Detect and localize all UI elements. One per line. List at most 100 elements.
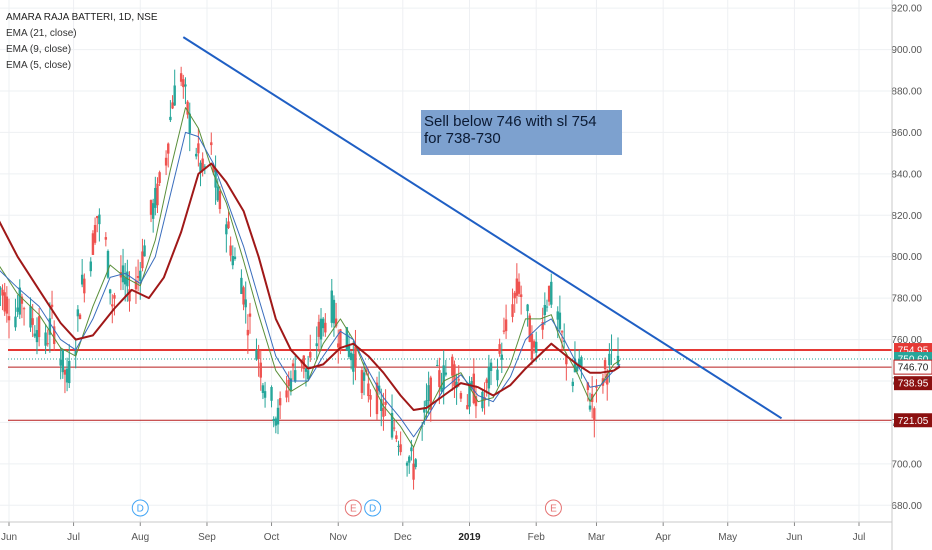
candle-body [65,368,69,383]
candle-body [345,327,349,351]
candle-body [197,143,200,154]
candle-body [436,364,439,366]
candle-body [169,116,172,121]
candle-body [380,399,383,411]
candle-body [44,332,47,346]
candle-body [154,187,157,208]
x-tick-label: Jun [786,532,802,543]
candlesticks [0,66,620,490]
candle-body [294,370,297,382]
candle-body [588,405,592,410]
candle-body [397,445,400,447]
candle-body [16,307,19,312]
candle-body [111,304,114,307]
annotation-line-2: for 738-730 [424,130,501,147]
candle-body [136,275,140,278]
candle-body [61,349,64,373]
candle-body [377,385,381,391]
y-tick-label: 680.00 [891,501,922,512]
candle-body [257,350,260,360]
ema-lines [0,107,621,448]
candle-body [171,102,174,109]
y-tick-label: 800.00 [891,252,922,263]
candle-body [608,353,611,366]
price-tag-label: 738.95 [898,379,929,390]
trendline[interactable] [182,36,783,420]
x-tick-label: May [718,532,737,543]
candle-body [218,191,222,210]
candle-body [362,372,366,381]
candle-body [203,166,207,168]
candle-body [259,362,262,378]
candle-body [489,362,493,371]
candle-body [173,85,176,106]
candle-body [382,407,385,417]
candle-body [332,299,336,324]
candle-body [210,142,213,146]
x-tick-label: Apr [655,532,671,543]
candle-body [496,369,499,381]
dividend-marker[interactable] [364,499,382,517]
trendline-group[interactable] [182,36,783,420]
candle-body [562,340,566,342]
candle-body [504,319,508,332]
x-tick-label: Sep [198,532,216,543]
y-tick-label: 780.00 [891,294,922,305]
candle-body [50,304,54,307]
candle-body [76,309,80,317]
indicator-ema5[interactable]: EMA (5, close) [6,60,72,71]
candle-body [35,330,39,343]
candle-body [485,379,488,383]
candle-body [151,203,155,219]
candle-body [459,393,463,399]
candle-body [179,73,183,82]
candle-body [517,281,521,294]
earnings-marker[interactable] [544,499,562,517]
candle-body [33,333,37,337]
candle-body [515,278,519,296]
candle-body [444,372,448,375]
candle-body [291,363,295,367]
candle-body [164,157,168,166]
candle-body [315,343,318,347]
candle-body [212,164,215,173]
candle-body [128,289,131,302]
candle-body [543,304,547,316]
x-tick-label: Oct [264,532,280,543]
candle-body [246,329,250,336]
candle-body [535,341,538,353]
candle-body [595,386,598,388]
dividend-marker[interactable] [131,499,149,517]
candle-body [468,382,471,407]
candle-body [93,224,97,243]
candle-body [233,256,237,260]
candle-body [573,359,577,373]
x-tick-label: Nov [329,532,347,543]
candle-body [106,250,110,278]
candle-body [317,321,321,337]
candle-body [20,296,24,304]
candle-body [68,360,71,384]
earnings-marker[interactable] [344,499,362,517]
candle-body [334,318,338,327]
candle-body [309,352,312,358]
candle-body [141,251,144,269]
text-annotation[interactable]: Sell below 746 with sl 754 for 738-730 [421,110,622,155]
ema9-line [0,131,621,438]
candle-body [1,289,4,296]
x-tick-label: Dec [394,532,412,543]
indicator-ema21[interactable]: EMA (21, close) [6,28,77,39]
candle-body [319,318,323,340]
candle-body [134,280,138,290]
candle-body [423,407,426,413]
candle-body [104,237,108,240]
candle-body [14,316,17,328]
indicator-ema9[interactable]: EMA (9, close) [6,44,72,55]
candle-body [240,277,243,294]
candle-body [498,344,501,354]
candle-body [530,334,534,360]
candle-body [263,391,267,398]
